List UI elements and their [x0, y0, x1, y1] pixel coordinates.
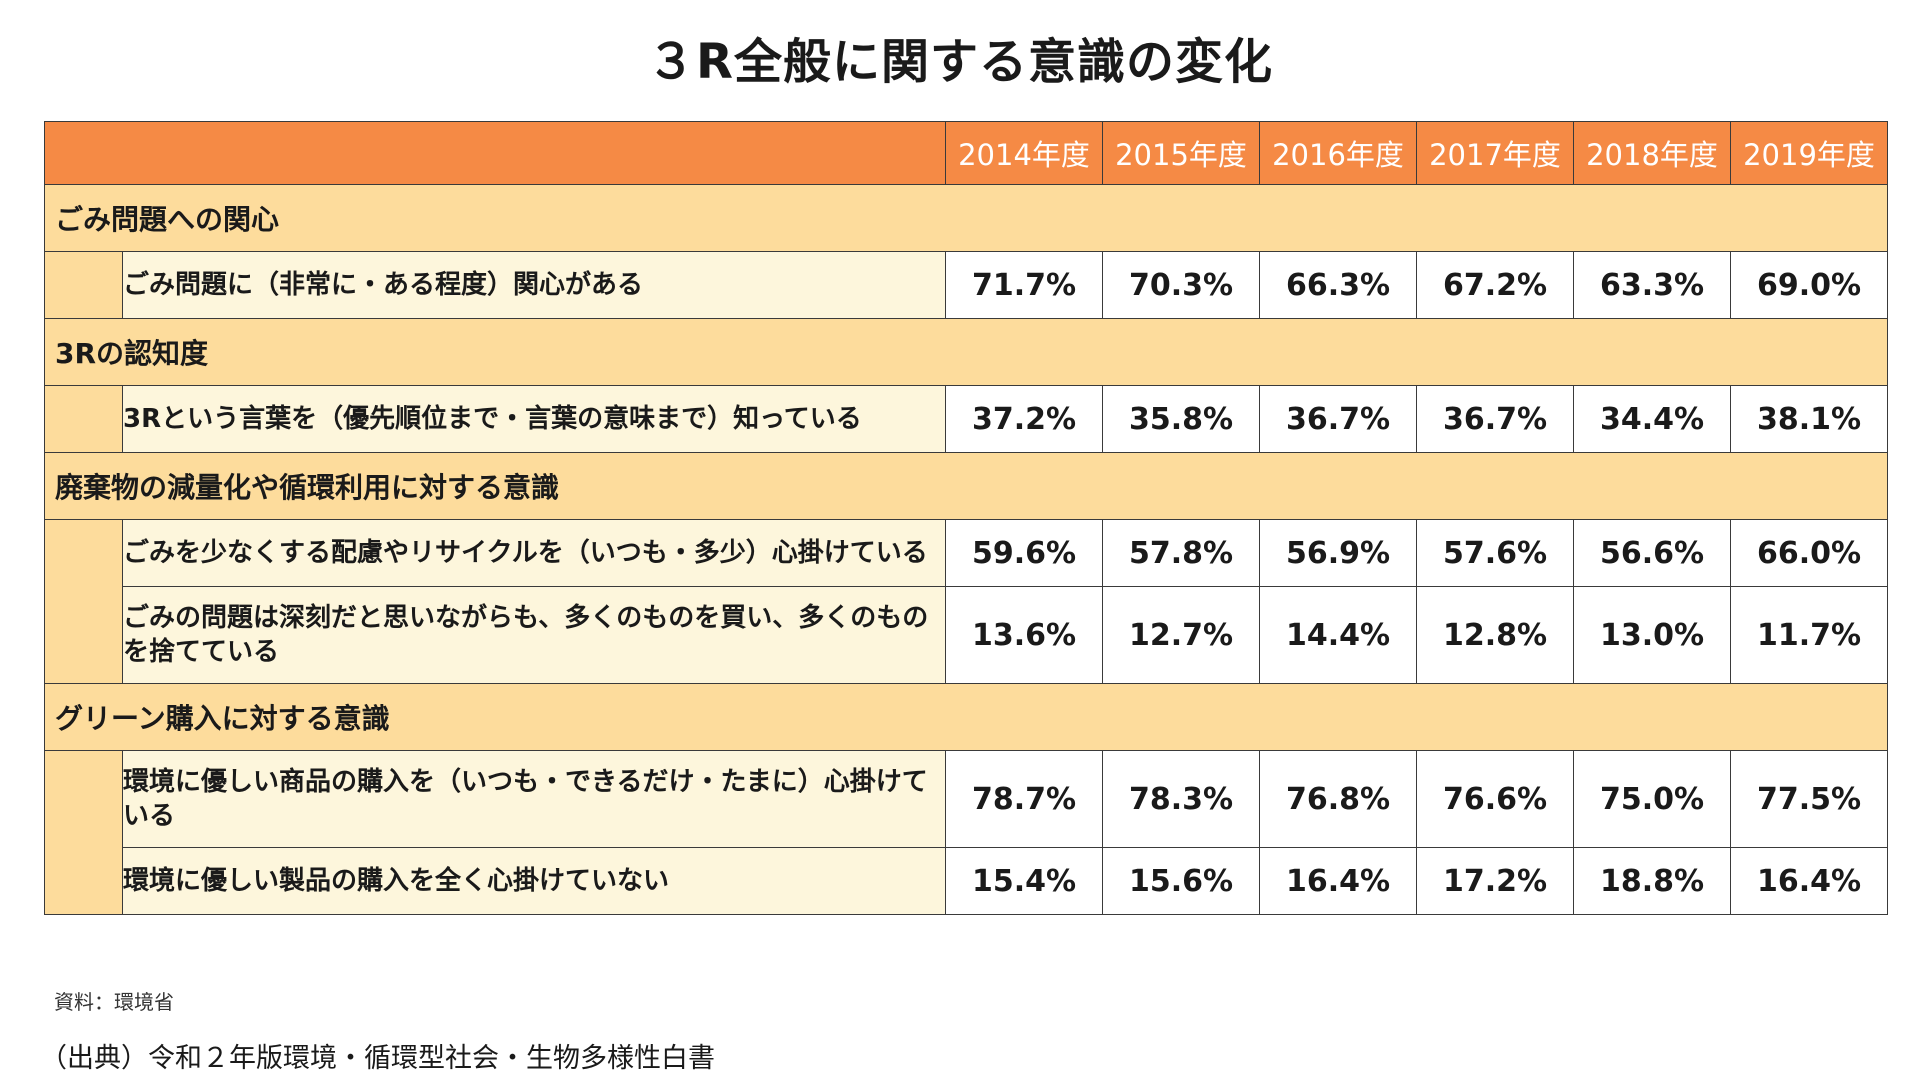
value-cell: 11.7% — [1730, 586, 1888, 684]
value-cell: 16.4% — [1730, 847, 1888, 915]
value-cell: 57.8% — [1102, 519, 1260, 587]
chart-title: ３R全般に関する意識の変化 — [647, 34, 1273, 90]
value-cell: 15.6% — [1102, 847, 1260, 915]
citation-note: （出典）令和２年版環境・循環型社会・生物多様性白書 — [40, 1043, 715, 1074]
value-cell: 59.6% — [945, 519, 1103, 587]
column-header: 2018年度 — [1573, 121, 1731, 185]
category-label: 3Rの認知度 — [44, 318, 1888, 386]
value-cell: 38.1% — [1730, 385, 1888, 453]
row-indent-cell — [44, 519, 123, 684]
header-row: 2014年度 2015年度 2016年度 2017年度 2018年度 2019年度 — [44, 121, 1888, 185]
table-row: ごみを少なくする配慮やリサイクルを（いつも・多少）心掛けている 59.6% 57.8… — [44, 519, 1888, 684]
category-row: 3Rの認知度 — [44, 318, 1888, 386]
value-cell: 12.8% — [1416, 586, 1574, 684]
value-cell: 18.8% — [1573, 847, 1731, 915]
row-label: ごみの問題は深刻だと思いながらも、多くのものを買い、多くのものを捨てている — [122, 586, 946, 684]
table-row: ごみの問題は深刻だと思いながらも、多くのものを買い、多くのものを捨てている 13.… — [45, 586, 1888, 684]
value-cell: 66.0% — [1730, 519, 1888, 587]
value-cell: 77.5% — [1730, 750, 1888, 848]
table-row: 環境に優しい製品の購入を全く心掛けていない 15.4% 15.6% 16.4% 17.2… — [45, 847, 1888, 915]
column-header: 2015年度 — [1102, 121, 1260, 185]
value-cell: 75.0% — [1573, 750, 1731, 848]
value-cell: 12.7% — [1102, 586, 1260, 684]
column-header: 2016年度 — [1259, 121, 1417, 185]
row-label: 環境に優しい商品の購入を（いつも・できるだけ・たまに）心掛けている — [122, 750, 946, 848]
value-cell: 57.6% — [1416, 519, 1574, 587]
category-row: グリーン購入に対する意識 — [44, 683, 1888, 751]
row-label: 環境に優しい製品の購入を全く心掛けていない — [122, 847, 946, 915]
row-label: 3Rという言葉を（優先順位まで・言葉の意味まで）知っている — [122, 385, 946, 453]
value-cell: 17.2% — [1416, 847, 1574, 915]
value-cell: 13.6% — [945, 586, 1103, 684]
value-cell: 76.8% — [1259, 750, 1417, 848]
header-corner — [44, 121, 946, 185]
category-label: 廃棄物の減量化や循環利用に対する意識 — [44, 452, 1888, 520]
column-header: 2019年度 — [1730, 121, 1888, 185]
row-label: ごみ問題に（非常に・ある程度）関心がある — [122, 251, 946, 319]
data-table: 2014年度 2015年度 2016年度 2017年度 2018年度 2019年度 ごみ問… — [44, 121, 1888, 915]
category-label: ごみ問題への関心 — [44, 184, 1888, 252]
value-cell: 69.0% — [1730, 251, 1888, 319]
value-cell: 36.7% — [1416, 385, 1574, 453]
row-label: ごみを少なくする配慮やリサイクルを（いつも・多少）心掛けている — [122, 519, 946, 587]
value-cell: 34.4% — [1573, 385, 1731, 453]
value-cell: 56.6% — [1573, 519, 1731, 587]
row-indent-cell — [44, 385, 123, 453]
category-row: ごみ問題への関心 — [44, 184, 1888, 252]
value-cell: 56.9% — [1259, 519, 1417, 587]
value-cell: 78.7% — [945, 750, 1103, 848]
value-cell: 67.2% — [1416, 251, 1574, 319]
value-cell: 35.8% — [1102, 385, 1260, 453]
table-row: ごみ問題に（非常に・ある程度）関心がある 71.7% 70.3% 66.3% 67.2%… — [44, 251, 1888, 319]
value-cell: 78.3% — [1102, 750, 1260, 848]
value-cell: 71.7% — [945, 251, 1103, 319]
value-cell: 63.3% — [1573, 251, 1731, 319]
value-cell: 36.7% — [1259, 385, 1417, 453]
value-cell: 70.3% — [1102, 251, 1260, 319]
column-header: 2014年度 — [945, 121, 1103, 185]
row-indent-cell — [44, 251, 123, 319]
value-cell: 16.4% — [1259, 847, 1417, 915]
value-cell: 66.3% — [1259, 251, 1417, 319]
table-row: 3Rという言葉を（優先順位まで・言葉の意味まで）知っている 37.2% 35.8% 3… — [44, 385, 1888, 453]
row-indent-cell — [44, 750, 123, 915]
category-row: 廃棄物の減量化や循環利用に対する意識 — [44, 452, 1888, 520]
value-cell: 76.6% — [1416, 750, 1574, 848]
value-cell: 37.2% — [945, 385, 1103, 453]
category-label: グリーン購入に対する意識 — [44, 683, 1888, 751]
column-header: 2017年度 — [1416, 121, 1574, 185]
value-cell: 13.0% — [1573, 586, 1731, 684]
value-cell: 15.4% — [945, 847, 1103, 915]
source-note: 資料：環境省 — [54, 990, 174, 1014]
value-cell: 14.4% — [1259, 586, 1417, 684]
table-row: 環境に優しい商品の購入を（いつも・できるだけ・たまに）心掛けている 78.7% 78… — [44, 750, 1888, 915]
